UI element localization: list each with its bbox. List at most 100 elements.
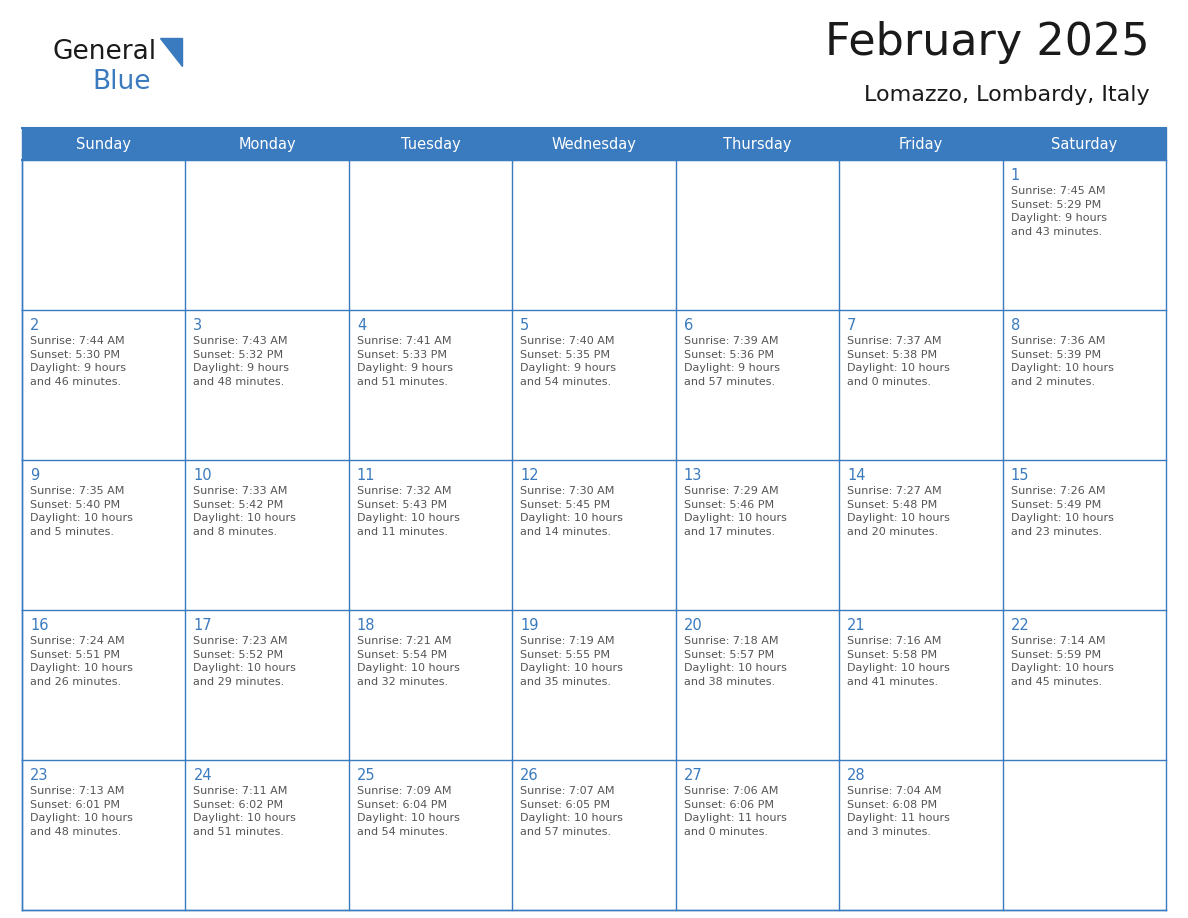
Bar	[23, 760, 185, 910]
Text: Sunrise: 7:36 AM
Sunset: 5:39 PM
Daylight: 10 hours
and 2 minutes.: Sunrise: 7:36 AM Sunset: 5:39 PM Dayligh…	[1011, 336, 1113, 386]
Text: Sunrise: 7:09 AM
Sunset: 6:04 PM
Daylight: 10 hours
and 54 minutes.: Sunrise: 7:09 AM Sunset: 6:04 PM Dayligh…	[356, 786, 460, 837]
Text: 5: 5	[520, 318, 530, 333]
Text: 12: 12	[520, 468, 539, 483]
Text: Thursday: Thursday	[723, 137, 791, 151]
Bar	[185, 310, 349, 460]
Text: Sunrise: 7:43 AM
Sunset: 5:32 PM
Daylight: 9 hours
and 48 minutes.: Sunrise: 7:43 AM Sunset: 5:32 PM Dayligh…	[194, 336, 290, 386]
Text: Sunrise: 7:33 AM
Sunset: 5:42 PM
Daylight: 10 hours
and 8 minutes.: Sunrise: 7:33 AM Sunset: 5:42 PM Dayligh…	[194, 486, 296, 537]
Text: Sunrise: 7:26 AM
Sunset: 5:49 PM
Daylight: 10 hours
and 23 minutes.: Sunrise: 7:26 AM Sunset: 5:49 PM Dayligh…	[1011, 486, 1113, 537]
Text: Monday: Monday	[239, 137, 296, 151]
Text: Sunrise: 7:24 AM
Sunset: 5:51 PM
Daylight: 10 hours
and 26 minutes.: Sunrise: 7:24 AM Sunset: 5:51 PM Dayligh…	[30, 636, 133, 687]
Text: Sunrise: 7:04 AM
Sunset: 6:08 PM
Daylight: 11 hours
and 3 minutes.: Sunrise: 7:04 AM Sunset: 6:08 PM Dayligh…	[847, 786, 950, 837]
Bar	[676, 760, 839, 910]
Bar	[23, 310, 185, 460]
Bar	[185, 460, 349, 610]
Bar	[839, 760, 1003, 910]
Bar	[349, 160, 512, 310]
Text: 6: 6	[684, 318, 693, 333]
Text: Sunrise: 7:41 AM
Sunset: 5:33 PM
Daylight: 9 hours
and 51 minutes.: Sunrise: 7:41 AM Sunset: 5:33 PM Dayligh…	[356, 336, 453, 386]
Text: Sunrise: 7:27 AM
Sunset: 5:48 PM
Daylight: 10 hours
and 20 minutes.: Sunrise: 7:27 AM Sunset: 5:48 PM Dayligh…	[847, 486, 950, 537]
Bar	[349, 610, 512, 760]
Text: 8: 8	[1011, 318, 1019, 333]
Text: 2: 2	[30, 318, 39, 333]
Text: 11: 11	[356, 468, 375, 483]
Text: Sunrise: 7:16 AM
Sunset: 5:58 PM
Daylight: 10 hours
and 41 minutes.: Sunrise: 7:16 AM Sunset: 5:58 PM Dayligh…	[847, 636, 950, 687]
Bar	[1003, 160, 1165, 310]
Text: 20: 20	[684, 618, 702, 633]
Bar	[512, 610, 676, 760]
Bar	[349, 460, 512, 610]
Bar	[349, 310, 512, 460]
Bar	[512, 128, 676, 160]
Bar	[512, 160, 676, 310]
Bar	[839, 460, 1003, 610]
Text: Sunrise: 7:19 AM
Sunset: 5:55 PM
Daylight: 10 hours
and 35 minutes.: Sunrise: 7:19 AM Sunset: 5:55 PM Dayligh…	[520, 636, 624, 687]
Bar	[839, 160, 1003, 310]
Text: 25: 25	[356, 768, 375, 783]
Text: Sunrise: 7:06 AM
Sunset: 6:06 PM
Daylight: 11 hours
and 0 minutes.: Sunrise: 7:06 AM Sunset: 6:06 PM Dayligh…	[684, 786, 786, 837]
Text: Sunrise: 7:39 AM
Sunset: 5:36 PM
Daylight: 9 hours
and 57 minutes.: Sunrise: 7:39 AM Sunset: 5:36 PM Dayligh…	[684, 336, 779, 386]
Text: 3: 3	[194, 318, 202, 333]
Bar	[23, 128, 185, 160]
Bar	[1003, 310, 1165, 460]
Text: 27: 27	[684, 768, 702, 783]
Text: Sunrise: 7:40 AM
Sunset: 5:35 PM
Daylight: 9 hours
and 54 minutes.: Sunrise: 7:40 AM Sunset: 5:35 PM Dayligh…	[520, 336, 617, 386]
Bar	[676, 310, 839, 460]
Text: 9: 9	[30, 468, 39, 483]
Text: 16: 16	[30, 618, 49, 633]
Bar	[512, 460, 676, 610]
Text: Saturday: Saturday	[1051, 137, 1118, 151]
Bar	[676, 128, 839, 160]
Text: Lomazzo, Lombardy, Italy: Lomazzo, Lombardy, Italy	[865, 85, 1150, 105]
Text: Sunday: Sunday	[76, 137, 131, 151]
Polygon shape	[160, 38, 182, 66]
Text: Sunrise: 7:07 AM
Sunset: 6:05 PM
Daylight: 10 hours
and 57 minutes.: Sunrise: 7:07 AM Sunset: 6:05 PM Dayligh…	[520, 786, 624, 837]
Text: Sunrise: 7:29 AM
Sunset: 5:46 PM
Daylight: 10 hours
and 17 minutes.: Sunrise: 7:29 AM Sunset: 5:46 PM Dayligh…	[684, 486, 786, 537]
Text: Sunrise: 7:37 AM
Sunset: 5:38 PM
Daylight: 10 hours
and 0 minutes.: Sunrise: 7:37 AM Sunset: 5:38 PM Dayligh…	[847, 336, 950, 386]
Bar	[839, 128, 1003, 160]
Text: 13: 13	[684, 468, 702, 483]
Text: 4: 4	[356, 318, 366, 333]
Bar	[185, 760, 349, 910]
Text: Tuesday: Tuesday	[400, 137, 461, 151]
Text: Blue: Blue	[91, 69, 151, 95]
Bar	[676, 460, 839, 610]
Text: Sunrise: 7:13 AM
Sunset: 6:01 PM
Daylight: 10 hours
and 48 minutes.: Sunrise: 7:13 AM Sunset: 6:01 PM Dayligh…	[30, 786, 133, 837]
Bar	[676, 610, 839, 760]
Bar	[185, 160, 349, 310]
Bar	[1003, 610, 1165, 760]
Text: Sunrise: 7:32 AM
Sunset: 5:43 PM
Daylight: 10 hours
and 11 minutes.: Sunrise: 7:32 AM Sunset: 5:43 PM Dayligh…	[356, 486, 460, 537]
Text: 26: 26	[520, 768, 539, 783]
Text: Sunrise: 7:44 AM
Sunset: 5:30 PM
Daylight: 9 hours
and 46 minutes.: Sunrise: 7:44 AM Sunset: 5:30 PM Dayligh…	[30, 336, 126, 386]
Bar	[23, 460, 185, 610]
Bar	[512, 310, 676, 460]
Text: 17: 17	[194, 618, 211, 633]
Text: 28: 28	[847, 768, 866, 783]
Text: Sunrise: 7:14 AM
Sunset: 5:59 PM
Daylight: 10 hours
and 45 minutes.: Sunrise: 7:14 AM Sunset: 5:59 PM Dayligh…	[1011, 636, 1113, 687]
Bar	[839, 610, 1003, 760]
Bar	[23, 610, 185, 760]
Text: Sunrise: 7:18 AM
Sunset: 5:57 PM
Daylight: 10 hours
and 38 minutes.: Sunrise: 7:18 AM Sunset: 5:57 PM Dayligh…	[684, 636, 786, 687]
Bar	[185, 610, 349, 760]
Bar	[512, 760, 676, 910]
Bar	[1003, 760, 1165, 910]
Bar	[1003, 460, 1165, 610]
Text: 15: 15	[1011, 468, 1029, 483]
Text: Sunrise: 7:45 AM
Sunset: 5:29 PM
Daylight: 9 hours
and 43 minutes.: Sunrise: 7:45 AM Sunset: 5:29 PM Dayligh…	[1011, 186, 1106, 237]
Text: 21: 21	[847, 618, 866, 633]
Text: 10: 10	[194, 468, 211, 483]
Text: Friday: Friday	[899, 137, 943, 151]
Text: 18: 18	[356, 618, 375, 633]
Bar	[1003, 128, 1165, 160]
Text: 23: 23	[30, 768, 49, 783]
Text: Sunrise: 7:21 AM
Sunset: 5:54 PM
Daylight: 10 hours
and 32 minutes.: Sunrise: 7:21 AM Sunset: 5:54 PM Dayligh…	[356, 636, 460, 687]
Text: Sunrise: 7:11 AM
Sunset: 6:02 PM
Daylight: 10 hours
and 51 minutes.: Sunrise: 7:11 AM Sunset: 6:02 PM Dayligh…	[194, 786, 296, 837]
Text: 19: 19	[520, 618, 539, 633]
Text: 14: 14	[847, 468, 866, 483]
Bar	[185, 128, 349, 160]
Bar	[839, 310, 1003, 460]
Text: 1: 1	[1011, 168, 1019, 183]
Text: Sunrise: 7:30 AM
Sunset: 5:45 PM
Daylight: 10 hours
and 14 minutes.: Sunrise: 7:30 AM Sunset: 5:45 PM Dayligh…	[520, 486, 624, 537]
Bar	[676, 160, 839, 310]
Text: Sunrise: 7:35 AM
Sunset: 5:40 PM
Daylight: 10 hours
and 5 minutes.: Sunrise: 7:35 AM Sunset: 5:40 PM Dayligh…	[30, 486, 133, 537]
